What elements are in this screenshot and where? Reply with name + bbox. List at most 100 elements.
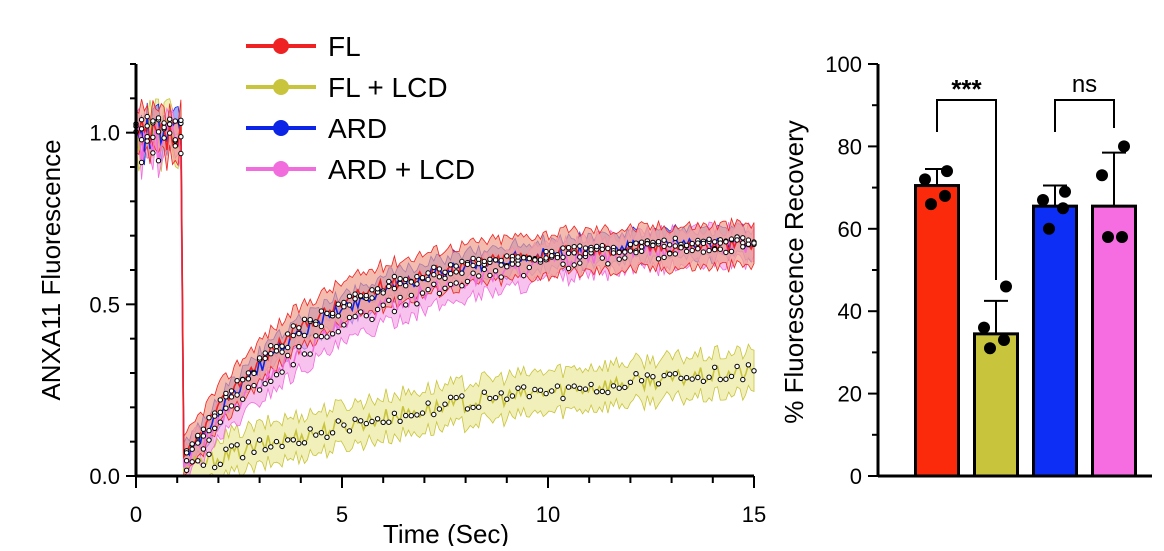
- data-point: [369, 295, 375, 301]
- data-point: [313, 432, 319, 438]
- data-point: [436, 290, 443, 297]
- data-point: [571, 262, 577, 268]
- legend-label: FL: [328, 31, 361, 62]
- data-point: [262, 447, 268, 453]
- data-point: [751, 368, 757, 374]
- series-points: [133, 113, 757, 473]
- data-point: [481, 389, 487, 395]
- data-point: [543, 248, 549, 255]
- data-point: [324, 310, 330, 317]
- data-point: [577, 243, 583, 249]
- data-point: [571, 244, 577, 250]
- data-point: [346, 428, 353, 434]
- replicate-point: [1096, 169, 1108, 182]
- data-point: [532, 386, 538, 393]
- data-point: [346, 302, 353, 308]
- data-point: [661, 237, 667, 243]
- data-point: [296, 440, 302, 447]
- data-point: [431, 281, 437, 287]
- data-point: [408, 279, 414, 285]
- data-point: [369, 316, 375, 323]
- data-point: [414, 412, 420, 418]
- data-point: [487, 256, 493, 262]
- data-point: [554, 383, 561, 389]
- data-point: [577, 254, 583, 260]
- data-point: [386, 283, 392, 290]
- legend-item: FL: [246, 31, 361, 62]
- data-point: [223, 405, 229, 411]
- data-point: [672, 251, 678, 257]
- data-point: [470, 262, 476, 269]
- data-point: [369, 287, 375, 293]
- data-point: [650, 242, 656, 249]
- data-point: [217, 409, 224, 415]
- data-point: [521, 384, 527, 390]
- data-point: [228, 443, 235, 449]
- data-point: [391, 410, 398, 416]
- data-point: [509, 257, 516, 263]
- data-point: [481, 266, 487, 273]
- data-point: [144, 138, 150, 144]
- data-point: [571, 383, 577, 389]
- data-point: [537, 387, 544, 393]
- data-point: [509, 393, 516, 399]
- replicate-points: [919, 140, 1130, 355]
- data-point: [734, 237, 740, 243]
- data-point: [599, 255, 605, 261]
- data-point: [352, 296, 358, 302]
- legend-swatch-dot: [273, 38, 289, 54]
- data-point: [526, 264, 532, 271]
- data-point: [655, 381, 662, 387]
- data-point: [678, 375, 684, 381]
- data-point: [633, 371, 639, 377]
- ticks: 0.0 0.5 1.0 0 5 10 15: [89, 63, 766, 527]
- data-point: [459, 283, 465, 289]
- significance-bracket: ***: [936, 74, 997, 280]
- data-point: [178, 134, 184, 140]
- data-point: [610, 383, 617, 389]
- legend-item: FL + LCD: [246, 72, 448, 103]
- data-point: [268, 444, 274, 450]
- data-point: [380, 302, 386, 308]
- significance-label: ns: [1072, 71, 1097, 98]
- data-point: [565, 250, 572, 257]
- data-point: [560, 254, 566, 260]
- data-point: [521, 272, 527, 279]
- data-point: [498, 390, 504, 396]
- data-point: [172, 143, 179, 149]
- data-point: [374, 306, 381, 313]
- data-point: [144, 113, 150, 120]
- data-point: [256, 437, 263, 443]
- data-point: [689, 240, 695, 247]
- data-point: [577, 260, 583, 266]
- ticks: 0 20 40 60 80 100: [825, 52, 878, 489]
- y-axis-title: % Fluorescence Recovery: [779, 120, 809, 423]
- data-point: [532, 257, 538, 263]
- data-point: [273, 343, 280, 350]
- data-point: [313, 321, 319, 327]
- legend: FL FL + LCD ARD ARD + LCD: [246, 31, 475, 185]
- data-point: [442, 401, 448, 407]
- data-point: [341, 299, 347, 306]
- replicate-point: [941, 165, 953, 178]
- data-point: [296, 330, 302, 337]
- data-point: [447, 262, 454, 268]
- data-point: [296, 344, 302, 350]
- data-point: [447, 271, 454, 277]
- data-point: [616, 256, 622, 262]
- y-tick-label: 20: [838, 382, 862, 407]
- data-point: [414, 273, 420, 280]
- data-point: [301, 316, 308, 322]
- data-point: [223, 390, 229, 397]
- replicate-point: [1057, 202, 1069, 215]
- data-point: [560, 245, 566, 251]
- data-point: [329, 430, 336, 436]
- data-point: [638, 378, 645, 384]
- data-point: [352, 291, 358, 297]
- data-point: [195, 432, 201, 439]
- data-point: [667, 242, 673, 248]
- replicate-point: [1116, 231, 1128, 244]
- data-point: [470, 255, 476, 262]
- data-point: [414, 301, 420, 307]
- data-point: [521, 255, 527, 261]
